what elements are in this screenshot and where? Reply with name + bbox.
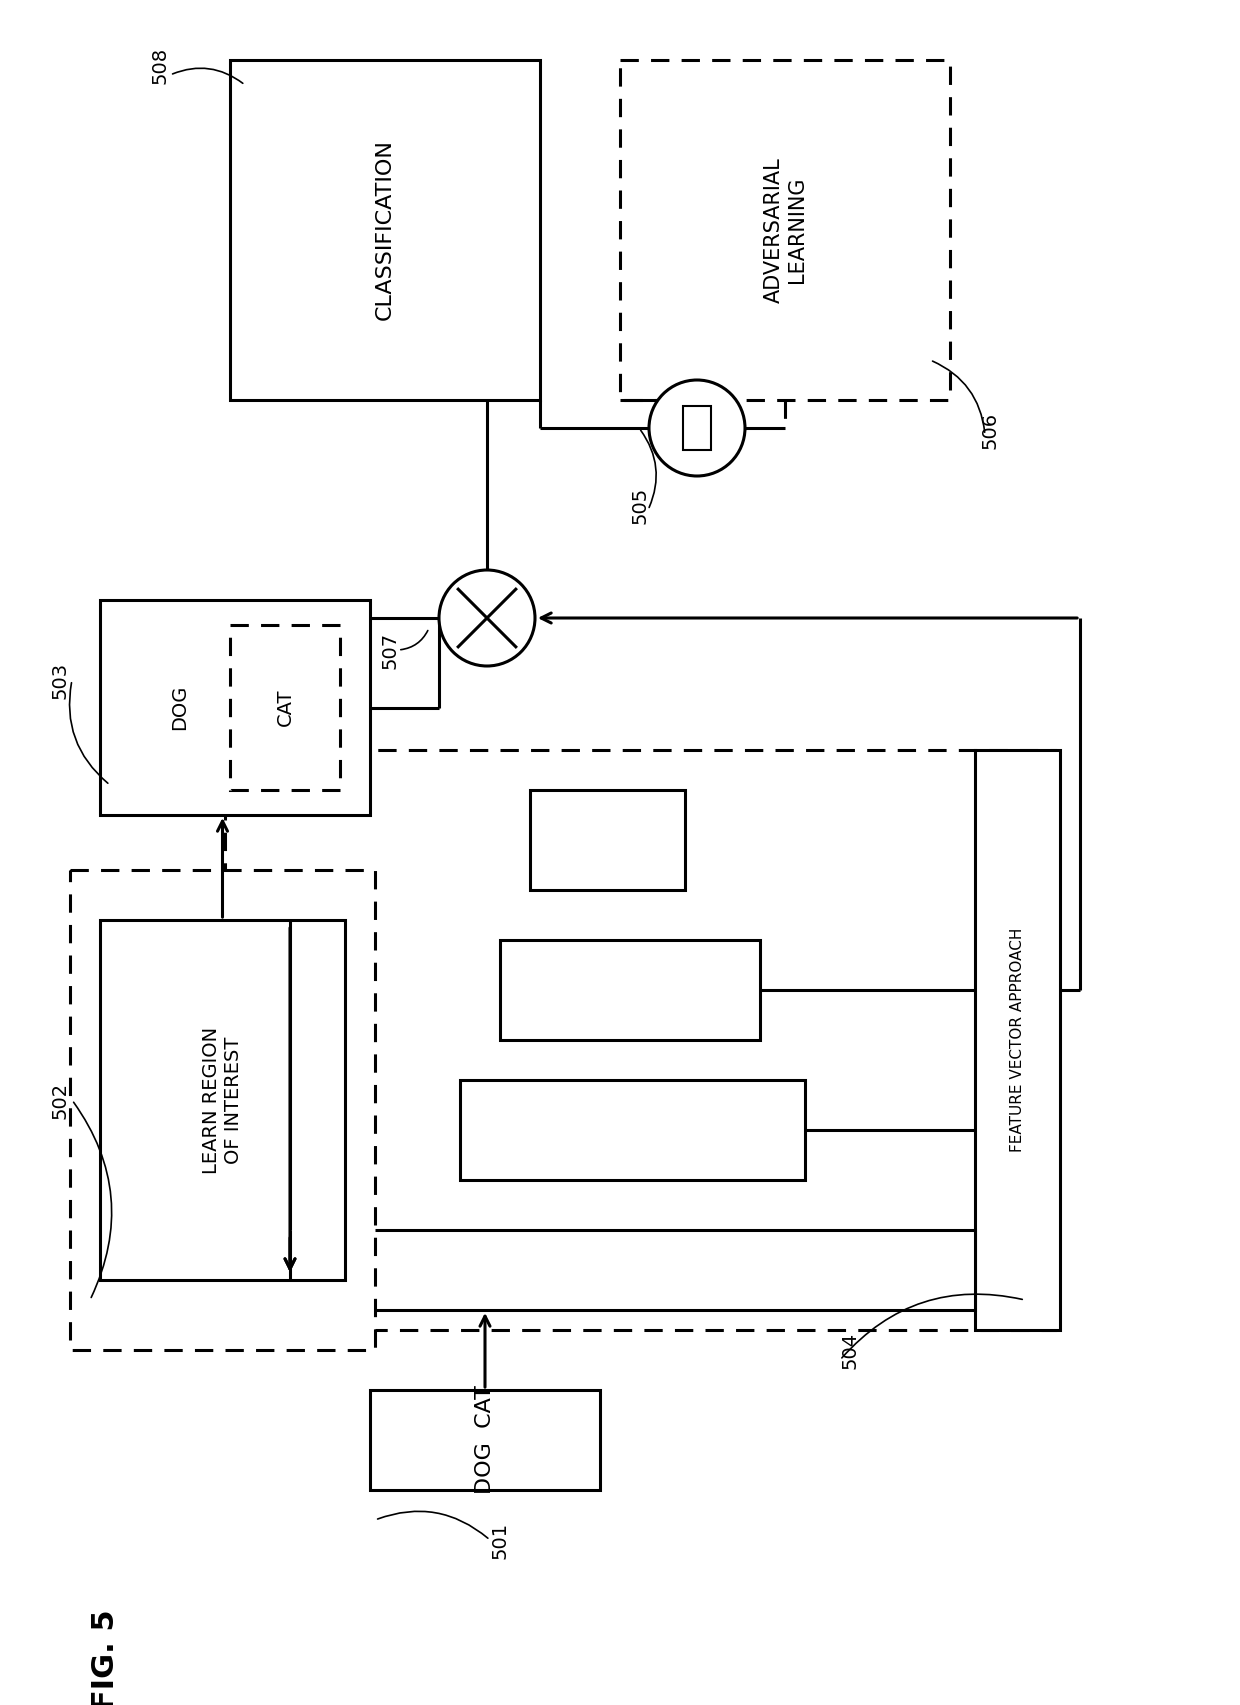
Text: 502: 502 [51,1081,69,1118]
Bar [975,750,1060,1330]
Bar [229,60,539,401]
Bar [229,1229,975,1309]
Circle shape [649,380,745,476]
Bar [620,60,950,401]
Bar [370,1390,600,1490]
Bar [683,406,711,450]
Bar [100,921,345,1280]
Text: 501: 501 [491,1521,510,1558]
Text: 508: 508 [150,46,170,84]
Text: FEATURE VECTOR APPROACH: FEATURE VECTOR APPROACH [1011,928,1025,1153]
Text: 503: 503 [51,662,69,699]
Text: 506: 506 [981,411,999,448]
Bar [69,870,374,1350]
Text: DOG  CAT: DOG CAT [475,1386,495,1495]
Bar [460,1079,805,1180]
Bar [229,626,340,789]
Text: ADVERSARIAL
LEARNING: ADVERSARIAL LEARNING [764,157,806,303]
Text: FIG. 5: FIG. 5 [91,1610,119,1705]
Circle shape [439,569,534,667]
Text: 507: 507 [381,631,399,668]
Text: DOG: DOG [171,685,190,730]
Text: CAT: CAT [275,689,295,726]
Bar [500,939,760,1040]
Text: 504: 504 [841,1332,859,1369]
Bar [529,789,684,890]
Bar [100,600,370,815]
Text: LEARN REGION
OF INTEREST: LEARN REGION OF INTEREST [202,1026,243,1173]
Text: 505: 505 [630,486,650,523]
Text: CLASSIFICATION: CLASSIFICATION [374,140,396,321]
Bar [224,750,1055,1330]
